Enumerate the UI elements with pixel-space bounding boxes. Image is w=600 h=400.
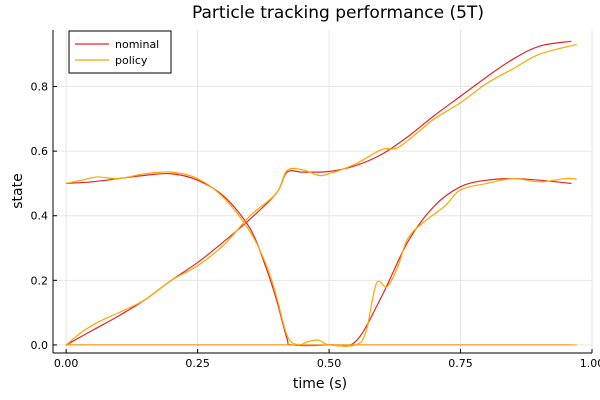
x-tick-label: 0.75 bbox=[448, 357, 473, 370]
x-tick-label: 0.50 bbox=[317, 357, 342, 370]
x-tick-label: 0.25 bbox=[185, 357, 210, 370]
y-tick-label: 0.6 bbox=[31, 145, 49, 158]
legend-label-policy: policy bbox=[115, 54, 148, 67]
series-group bbox=[65, 40, 577, 347]
y-tick-label: 0.2 bbox=[31, 274, 49, 287]
y-tick-label: 0.8 bbox=[31, 81, 49, 94]
series-line-policy-3 bbox=[65, 43, 577, 346]
axes bbox=[52, 30, 592, 354]
y-axis-label: state bbox=[10, 173, 26, 208]
y-tick-label: 0.4 bbox=[31, 210, 49, 223]
series-line-policy-4 bbox=[65, 171, 577, 347]
x-tick-label: 1.00 bbox=[580, 357, 600, 370]
legend-label-nominal: nominal bbox=[115, 38, 159, 51]
y-tick-label: 0.0 bbox=[31, 339, 49, 352]
ticks: 0.00 0.25 0.50 0.75 1.00 0.0 0.2 0.4 0.6 0.8 bbox=[31, 81, 600, 370]
grid bbox=[53, 30, 593, 353]
x-tick-label: 0.00 bbox=[54, 357, 79, 370]
chart-title: Particle tracking performance (5T) bbox=[192, 3, 484, 23]
series-line-nominal-1 bbox=[65, 172, 572, 347]
legend: nominal policy bbox=[68, 30, 172, 74]
legend-box bbox=[68, 30, 172, 74]
x-axis-label: time (s) bbox=[293, 376, 347, 392]
